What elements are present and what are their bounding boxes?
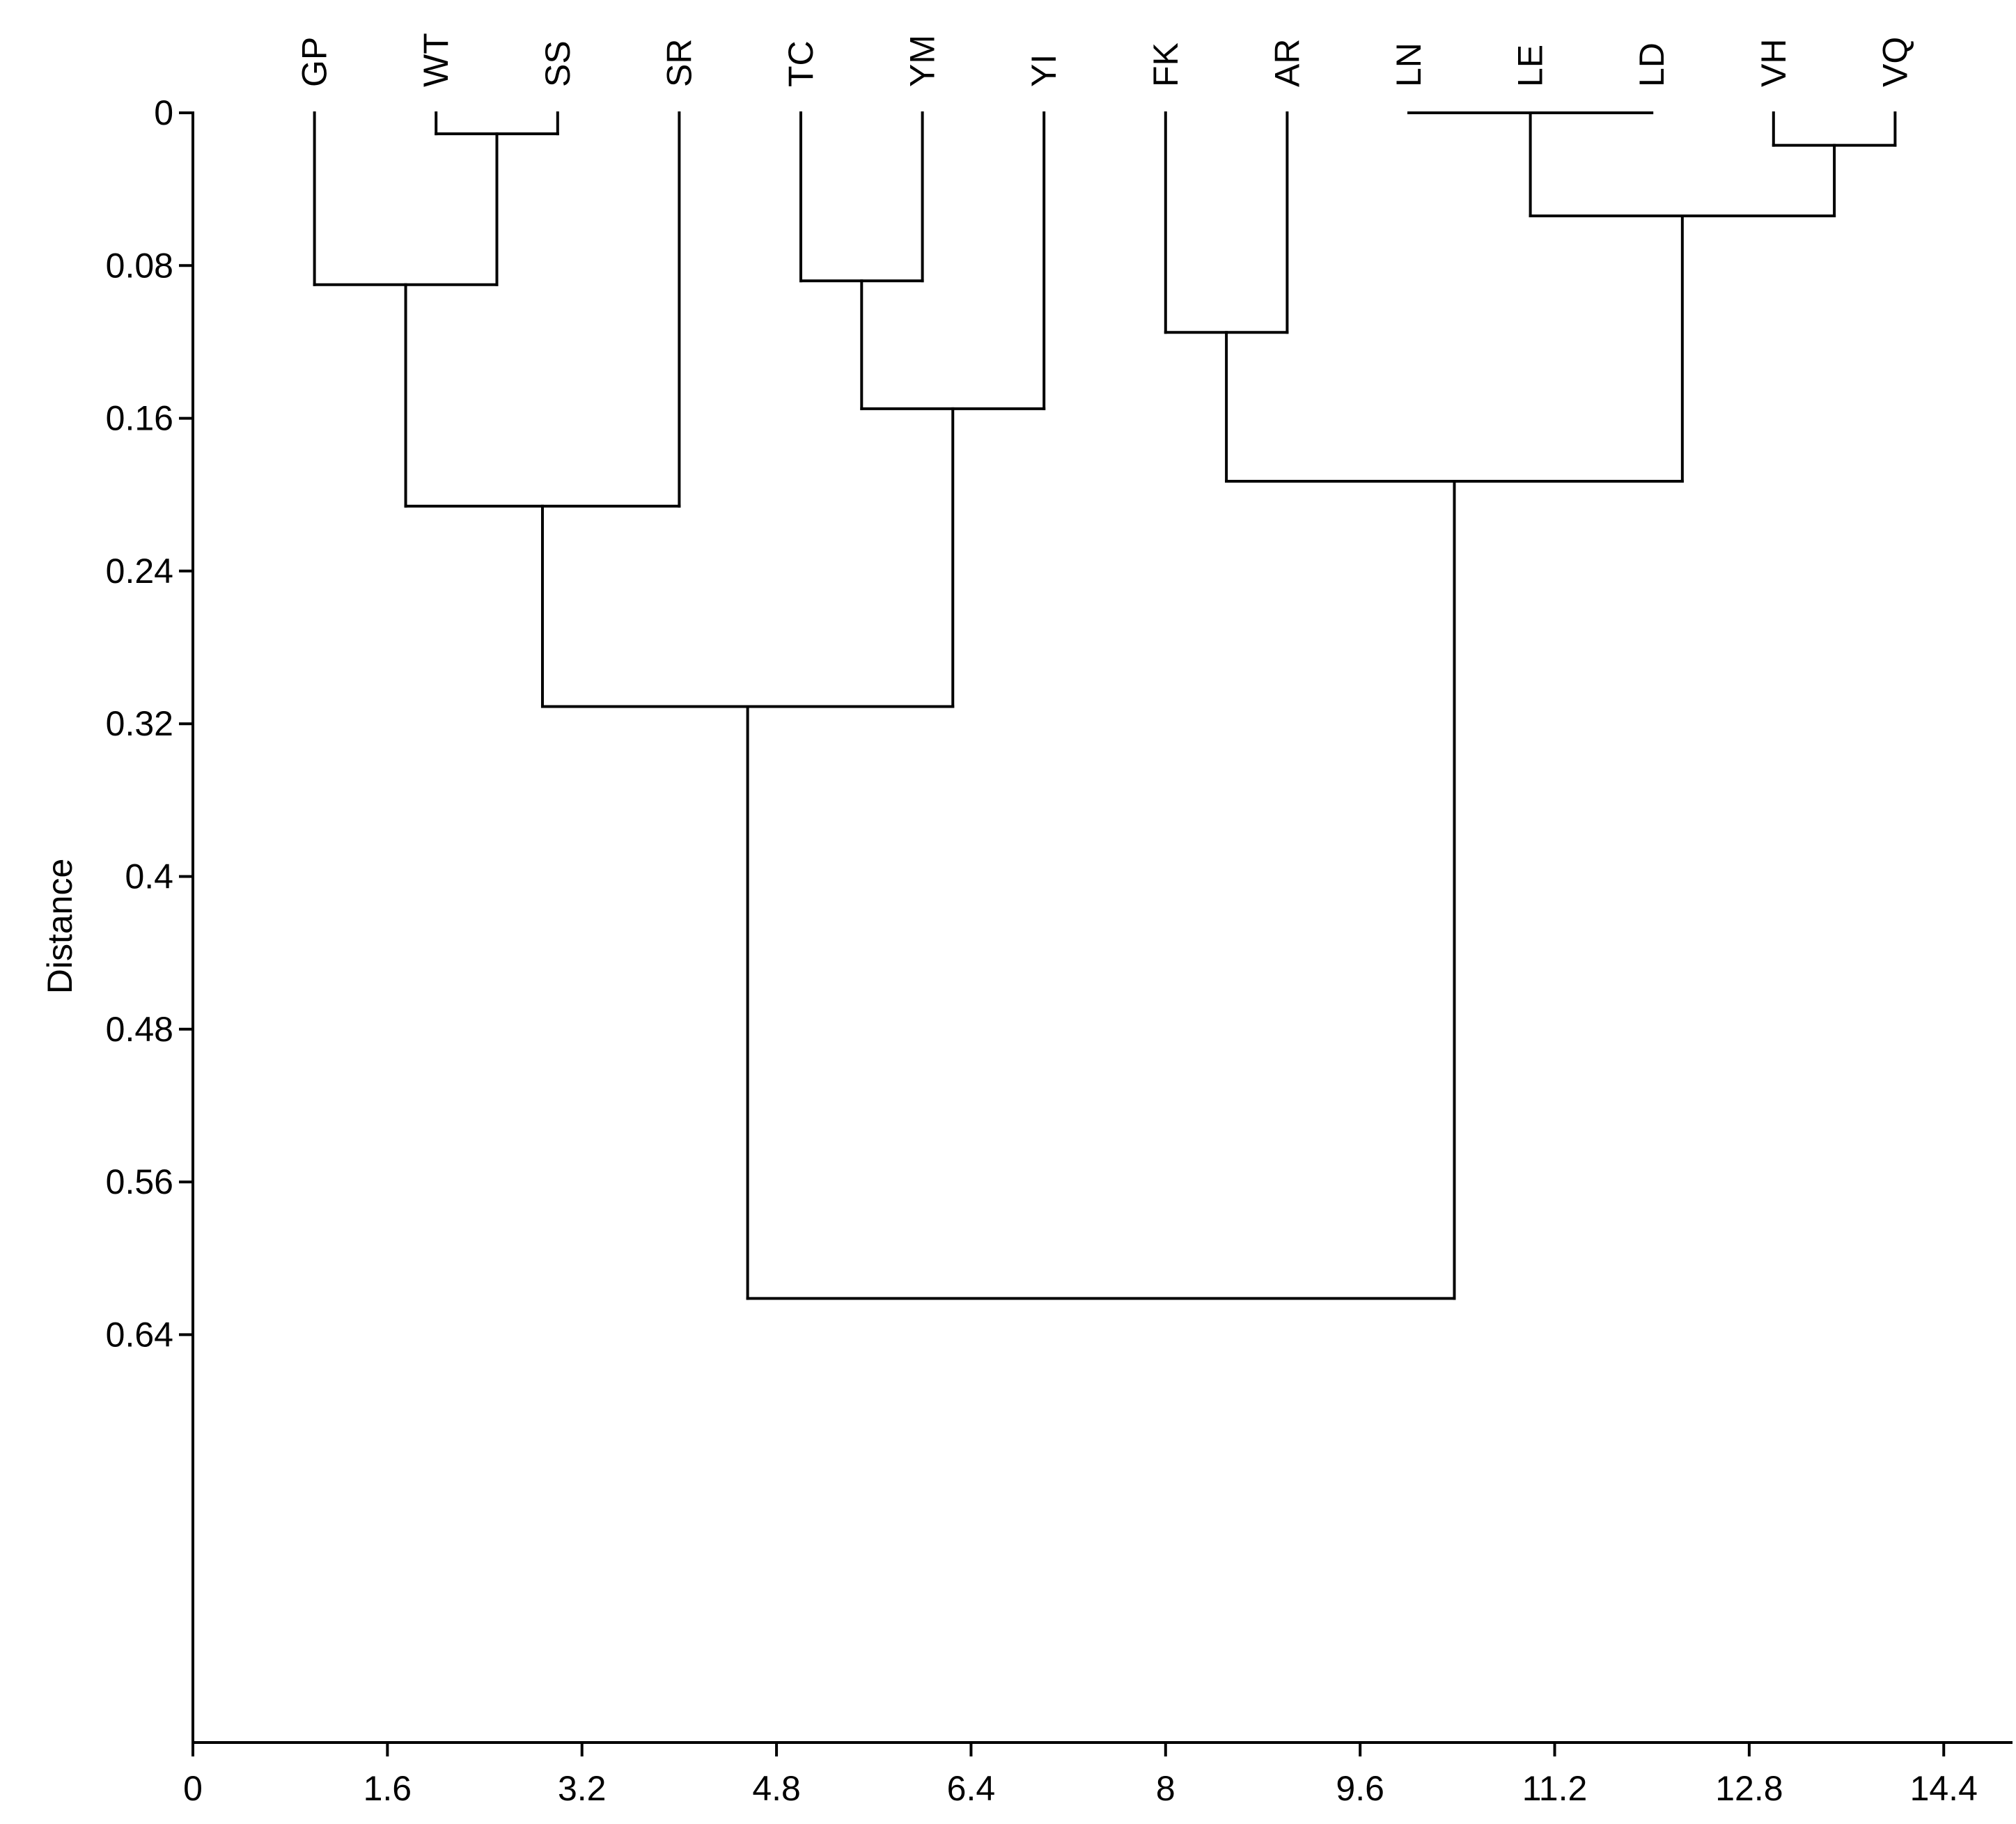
- leaf-label: VH: [1754, 39, 1793, 87]
- leaf-label: WT: [416, 33, 455, 87]
- leaf-label: TC: [781, 40, 820, 87]
- axes: [192, 111, 2013, 1744]
- leaf-label: YI: [1024, 54, 1063, 87]
- y-ticks: 0 0.08 0.16 0.24 0.32 0.4 0.48 0.56 0.64: [106, 93, 194, 1354]
- leaf-label: SS: [538, 40, 577, 87]
- y-tick-label: 0.56: [106, 1162, 173, 1201]
- x-tick-label: 6.4: [947, 1769, 996, 1808]
- leaf-label: LN: [1389, 42, 1428, 87]
- leaf-label: YM: [903, 35, 942, 87]
- leaf-label: LD: [1632, 42, 1671, 87]
- x-tick-label: 11.2: [1522, 1769, 1588, 1808]
- leaf-label: VQ: [1875, 37, 1914, 87]
- x-tick-label: 4.8: [752, 1769, 801, 1808]
- x-tick-label: 9.6: [1336, 1769, 1384, 1808]
- leaf-label: LE: [1511, 45, 1550, 87]
- leaf-label: FK: [1146, 42, 1185, 87]
- x-tick-label: 8: [1156, 1769, 1175, 1808]
- y-tick-label: 0.32: [106, 704, 173, 743]
- y-tick-label: 0: [154, 93, 173, 132]
- y-tick-label: 0.64: [106, 1315, 173, 1354]
- x-tick-label: 12.8: [1715, 1769, 1783, 1808]
- x-tick-label: 1.6: [364, 1769, 412, 1808]
- y-tick-label: 0.4: [125, 857, 173, 896]
- x-ticks: 0 1.6 3.2 4.8 6.4 8 9.6 11.2 12.8 14.4: [183, 1741, 1978, 1808]
- leaf-label: SR: [659, 39, 698, 87]
- x-tick-label: 3.2: [558, 1769, 607, 1808]
- y-tick-label: 0.16: [106, 399, 173, 438]
- y-tick-label: 0.48: [106, 1010, 173, 1049]
- y-tick-label: 0.24: [106, 552, 173, 591]
- leaf-label: AR: [1267, 39, 1306, 87]
- y-axis-title: Distance: [40, 859, 79, 995]
- dendrogram-links: [313, 111, 1897, 1300]
- leaf-labels: GP WT SS SR TC YM YI FK AR LN LE LD VH VQ: [295, 33, 1915, 87]
- y-tick-label: 0.08: [106, 246, 173, 285]
- x-tick-label: 0: [183, 1769, 203, 1808]
- leaf-label: GP: [295, 37, 334, 87]
- x-tick-label: 14.4: [1910, 1769, 1978, 1808]
